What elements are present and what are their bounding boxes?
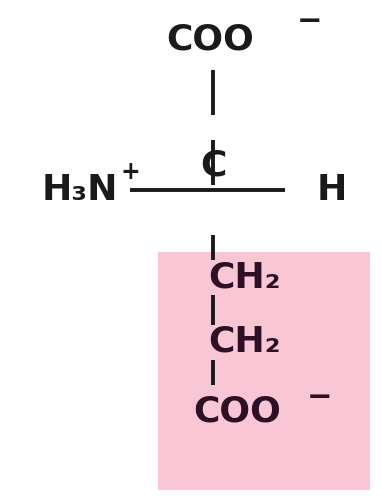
Text: +: + [120,160,140,184]
Text: COO: COO [193,395,281,429]
Text: COO: COO [166,23,254,57]
Text: H₃N: H₃N [42,173,118,207]
Text: C: C [200,148,226,182]
Text: −: − [307,382,333,412]
Text: H: H [317,173,347,207]
Bar [158,252,370,490]
Text: CH₂: CH₂ [209,261,281,295]
Text: −: − [297,8,323,36]
Text: CH₂: CH₂ [209,325,281,359]
